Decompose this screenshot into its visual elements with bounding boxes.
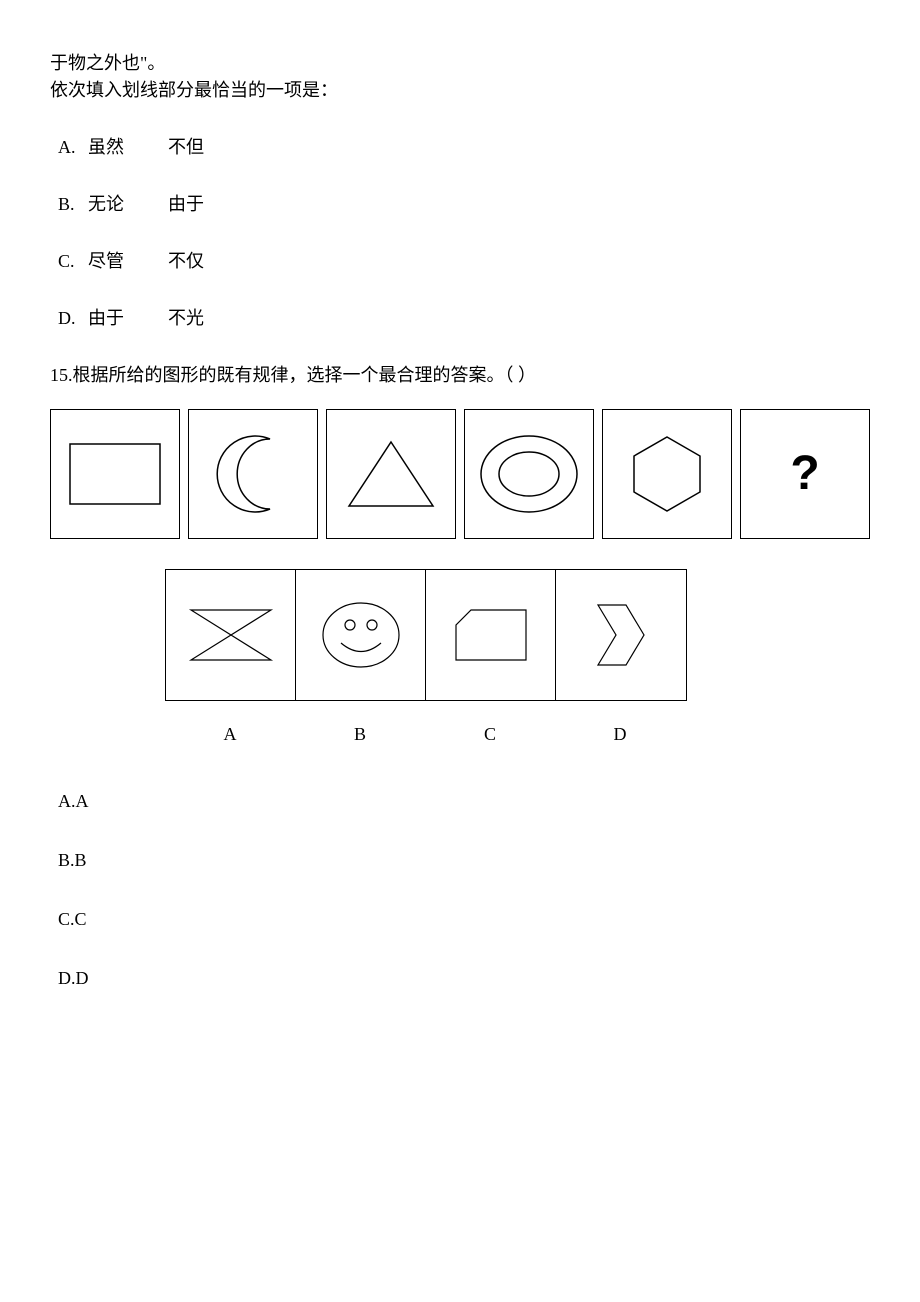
figure-row-sequence: ? xyxy=(50,409,870,539)
crescent-icon xyxy=(208,429,298,519)
q15-option-c[interactable]: C.C xyxy=(58,906,870,933)
answer-label-a: A xyxy=(165,721,295,748)
answer-label-b: B xyxy=(295,721,425,748)
hexagon-icon xyxy=(622,429,712,519)
option-a[interactable]: A. 虽然 不但 xyxy=(58,134,870,161)
option-label: A. xyxy=(58,134,88,161)
option-d[interactable]: D. 由于 不光 xyxy=(58,305,870,332)
answer-cell-d[interactable] xyxy=(556,570,686,700)
option-label: C. xyxy=(58,248,88,275)
question-15-text: 15.根据所给的图形的既有规律，选择一个最合理的答案。（ ） xyxy=(50,362,870,389)
option-label: D. xyxy=(58,305,88,332)
option-word2: 由于 xyxy=(168,191,204,218)
q15-option-d[interactable]: D.D xyxy=(58,965,870,992)
option-word1: 由于 xyxy=(88,305,168,332)
q15-option-a[interactable]: A.A xyxy=(58,788,870,815)
answer-cell-c[interactable] xyxy=(426,570,556,700)
option-value: D xyxy=(76,968,89,988)
answer-label-d: D xyxy=(555,721,685,748)
option-label: C. xyxy=(58,909,75,929)
figure-row-answers-wrap: A B C D xyxy=(165,569,870,748)
option-label: A. xyxy=(58,791,76,811)
figure-row-answers xyxy=(165,569,687,701)
option-label: B. xyxy=(58,191,88,218)
figure-cell-hexagon xyxy=(602,409,732,539)
figure-cell-double-ellipse xyxy=(464,409,594,539)
option-word2: 不但 xyxy=(168,134,204,161)
question-stem: 于物之外也"。 依次填入划线部分最恰当的一项是： xyxy=(50,50,870,104)
option-word1: 尽管 xyxy=(88,248,168,275)
answer-labels-row: A B C D xyxy=(165,721,685,748)
option-value: C xyxy=(75,909,87,929)
figure-cell-crescent xyxy=(188,409,318,539)
option-value: B xyxy=(75,850,87,870)
figure-cell-rectangle xyxy=(50,409,180,539)
option-label: B. xyxy=(58,850,75,870)
option-c[interactable]: C. 尽管 不仅 xyxy=(58,248,870,275)
hourglass-icon xyxy=(181,600,281,670)
answer-cell-a[interactable] xyxy=(166,570,296,700)
q15-option-b[interactable]: B.B xyxy=(58,847,870,874)
figure-cell-question: ? xyxy=(740,409,870,539)
figure-cell-triangle xyxy=(326,409,456,539)
option-label: D. xyxy=(58,968,76,988)
stem-line2: 依次填入划线部分最恰当的一项是： xyxy=(50,77,870,104)
answer-cell-b[interactable] xyxy=(296,570,426,700)
smiley-icon xyxy=(316,595,406,675)
rectangle-icon xyxy=(65,439,165,509)
option-word1: 无论 xyxy=(88,191,168,218)
option-value: A xyxy=(76,791,89,811)
chevron-right-icon xyxy=(586,595,656,675)
option-b[interactable]: B. 无论 由于 xyxy=(58,191,870,218)
double-ellipse-icon xyxy=(474,429,584,519)
cut-rectangle-icon xyxy=(446,600,536,670)
question-mark-icon: ? xyxy=(790,438,819,510)
option-word2: 不光 xyxy=(168,305,204,332)
stem-line1: 于物之外也"。 xyxy=(50,50,870,77)
option-word1: 虽然 xyxy=(88,134,168,161)
answer-label-c: C xyxy=(425,721,555,748)
triangle-icon xyxy=(341,434,441,514)
option-word2: 不仅 xyxy=(168,248,204,275)
